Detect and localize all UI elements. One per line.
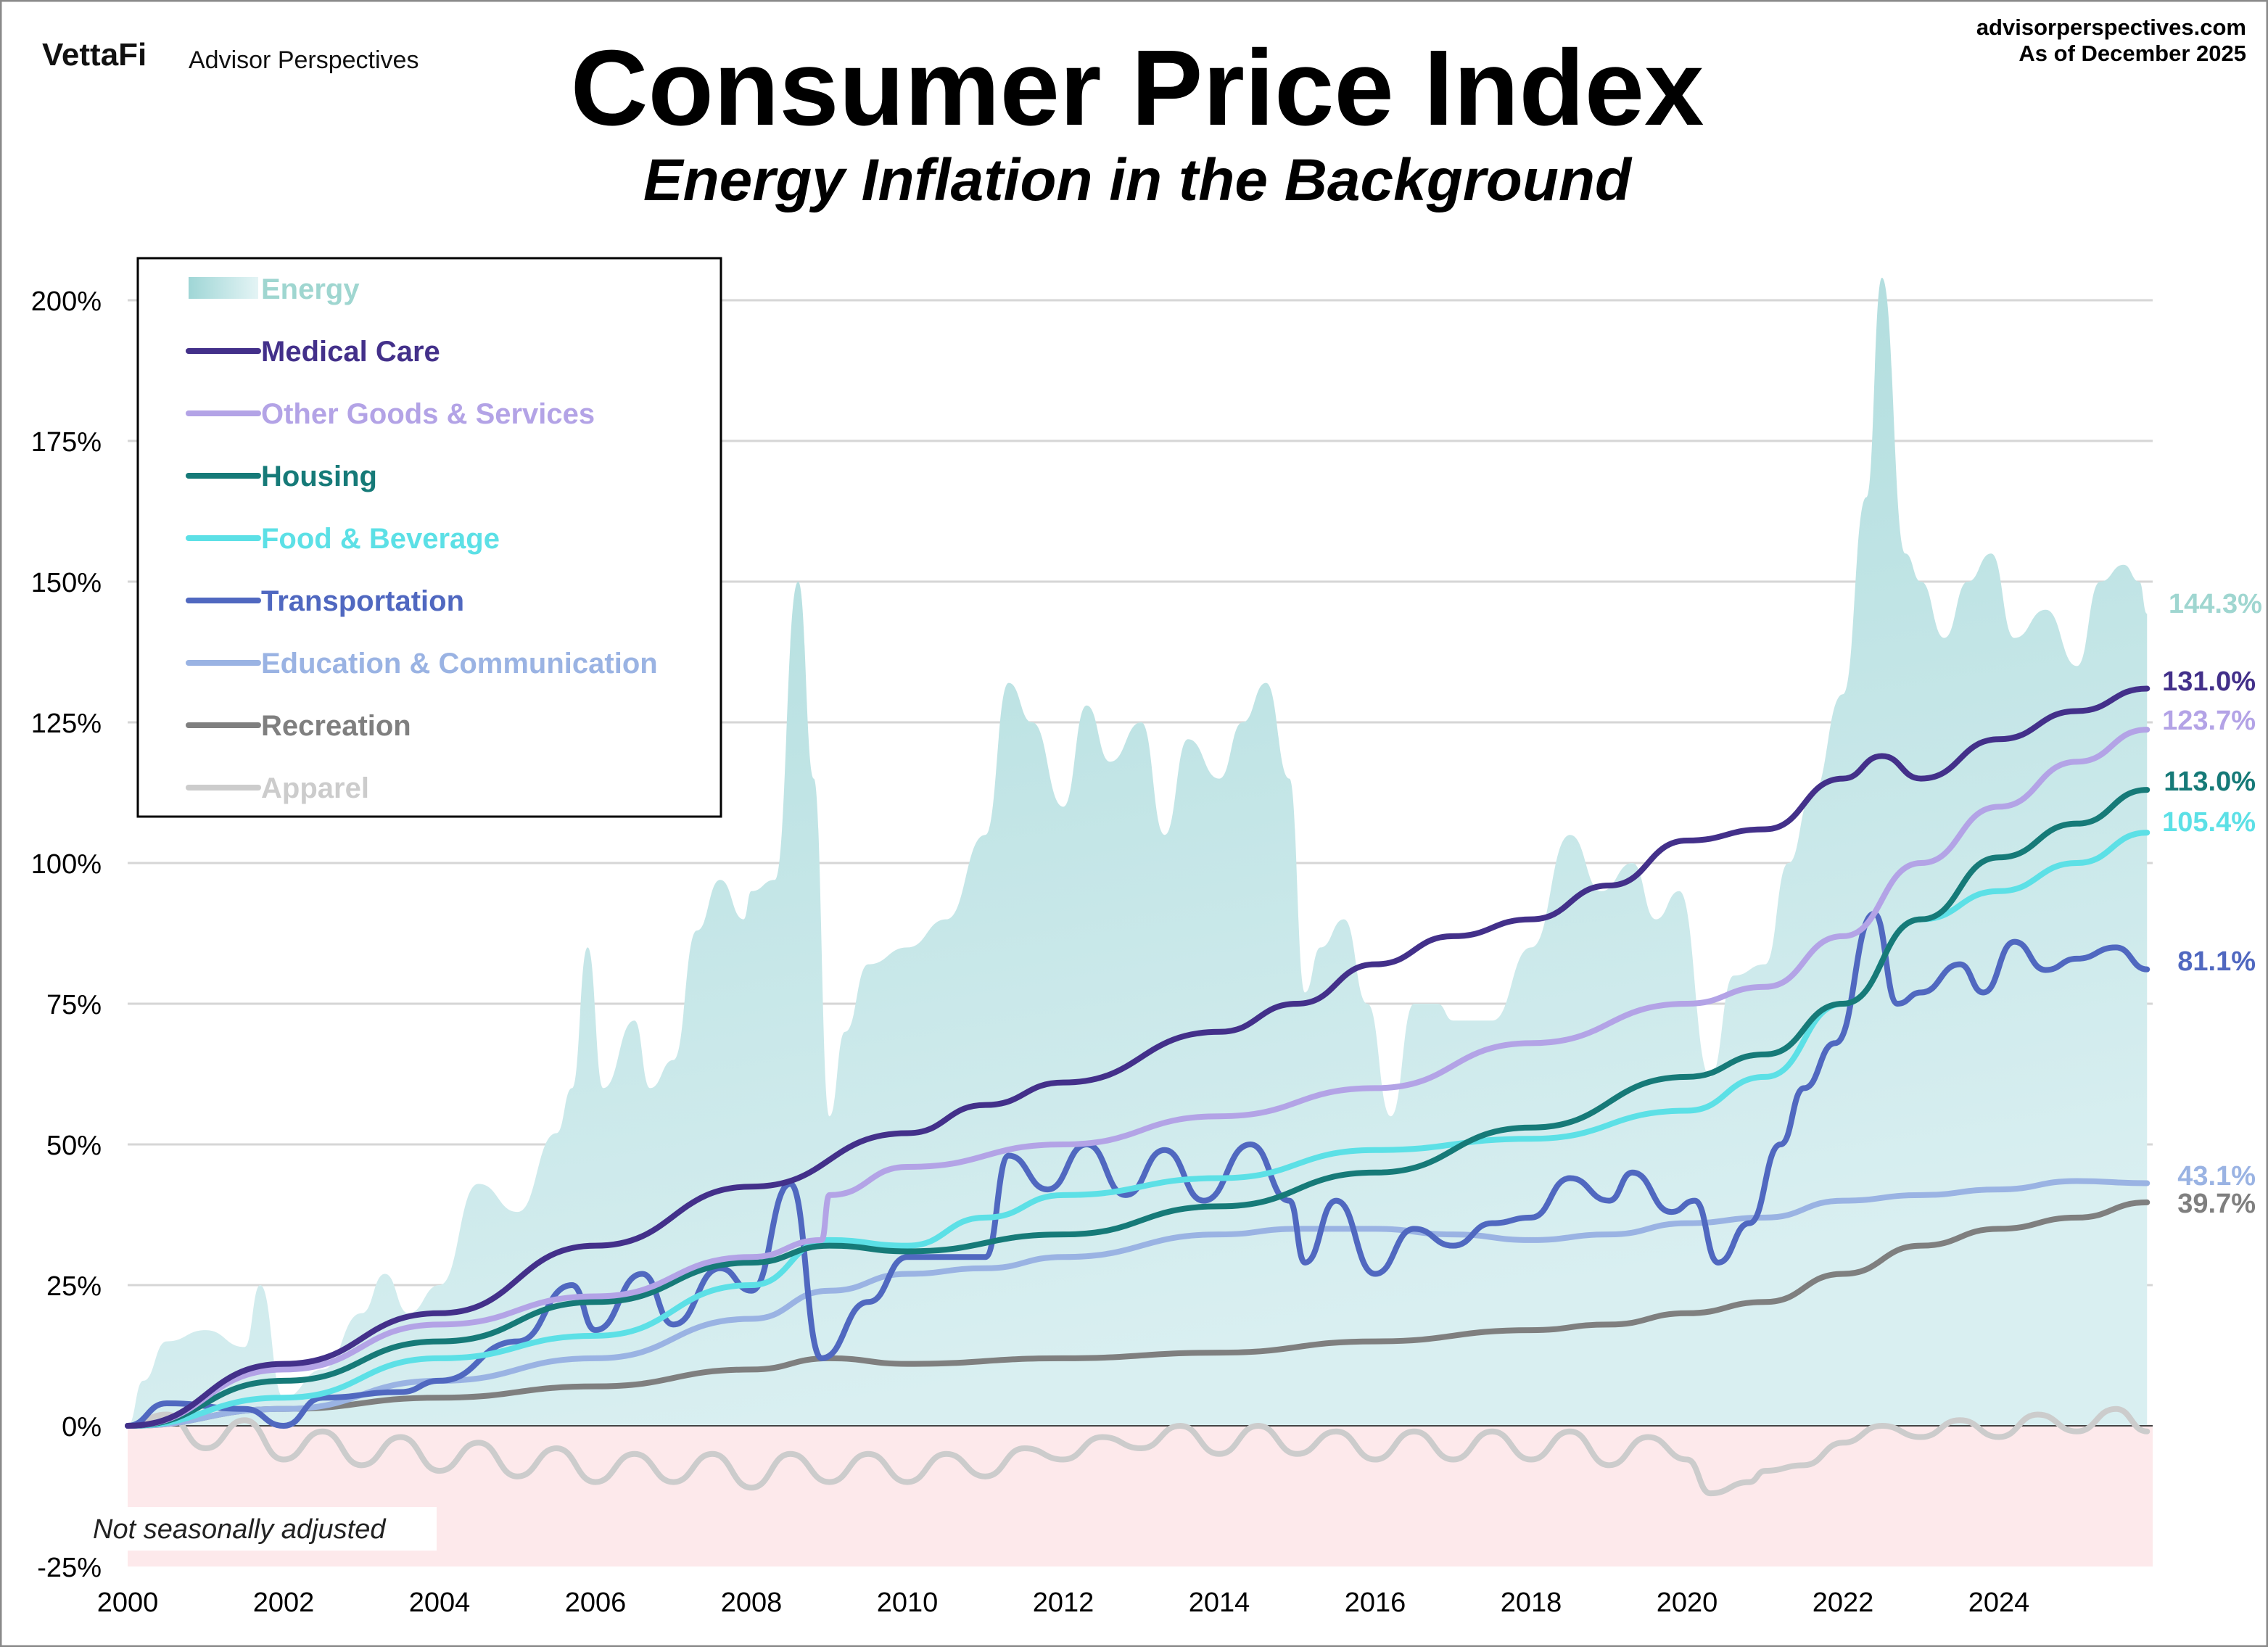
x-tick-label: 2014 bbox=[1189, 1588, 1250, 1618]
legend: Energy Medical Care Other Goods & Services… bbox=[186, 273, 658, 804]
x-tick-label: 2002 bbox=[253, 1588, 315, 1618]
end-label-other-goods-services: 123.7% bbox=[2162, 706, 2256, 736]
legend-label-transportation: Transportation bbox=[261, 585, 464, 617]
line-apparel bbox=[125, 1405, 2151, 1497]
energy-area bbox=[128, 277, 2148, 1427]
x-tick-label: 2012 bbox=[1033, 1588, 1094, 1618]
end-label-recreation: 39.7% bbox=[2177, 1189, 2256, 1219]
line-other-goods-services bbox=[125, 727, 2151, 1429]
x-tick-label: 2008 bbox=[721, 1588, 783, 1618]
line-recreation bbox=[125, 1199, 2151, 1429]
legend-label-other-goods-services: Other Goods & Services bbox=[261, 398, 595, 430]
end-label-food-beverage: 105.4% bbox=[2162, 807, 2256, 838]
legend-label-recreation: Recreation bbox=[261, 710, 411, 742]
line-education-communication bbox=[125, 1178, 2151, 1429]
end-value-labels: 144.3% 131.0% 123.7% 113.0% 105.4% 81.1% 43.1%… bbox=[2162, 589, 2262, 1219]
x-axis-labels: 2000 2002 2004 2006 2008 2010 2012 2014 2016 2018… bbox=[97, 1588, 2030, 1618]
line-medical-care bbox=[125, 685, 2151, 1429]
legend-label-energy: Energy bbox=[261, 273, 360, 305]
y-tick-label: 100% bbox=[31, 849, 102, 880]
x-tick-label: 2004 bbox=[409, 1588, 471, 1618]
y-tick-label: 50% bbox=[46, 1131, 102, 1161]
note-box bbox=[86, 1507, 437, 1551]
y-tick-label: 175% bbox=[31, 427, 102, 458]
page-subtitle: Energy Inflation in the Background bbox=[643, 147, 1633, 213]
end-label-energy: 144.3% bbox=[2169, 589, 2262, 619]
x-tick-label: 2000 bbox=[97, 1588, 159, 1618]
y-axis-labels: -25% 0% 25% 50% 75% 100% 125% 150% 175% 200% bbox=[31, 286, 102, 1583]
legend-label-housing: Housing bbox=[261, 461, 377, 492]
x-tick-label: 2006 bbox=[565, 1588, 627, 1618]
line-transportation bbox=[125, 910, 2151, 1429]
page-title: Consumer Price Index bbox=[571, 28, 1704, 148]
note-not-seasonally-adjusted: Not seasonally adjusted bbox=[93, 1514, 387, 1545]
y-tick-label: 125% bbox=[31, 709, 102, 739]
x-tick-label: 2018 bbox=[1501, 1588, 1562, 1618]
x-tick-label: 2022 bbox=[1813, 1588, 1874, 1618]
end-label-transportation: 81.1% bbox=[2177, 946, 2256, 977]
legend-swatch-energy bbox=[189, 277, 258, 299]
as-of-date: As of December 2025 bbox=[2018, 41, 2246, 66]
x-tick-label: 2020 bbox=[1657, 1588, 1718, 1618]
x-tick-label: 2024 bbox=[1968, 1588, 2030, 1618]
y-tick-label: 0% bbox=[62, 1412, 102, 1442]
end-label-education-communication: 43.1% bbox=[2177, 1161, 2256, 1192]
y-tick-label: 200% bbox=[31, 286, 102, 317]
y-tick-label: 150% bbox=[31, 568, 102, 598]
x-tick-label: 2010 bbox=[877, 1588, 939, 1618]
y-tick-label: 25% bbox=[46, 1271, 102, 1302]
y-tick-label: 75% bbox=[46, 990, 102, 1020]
vettafi-logo: VettaFi bbox=[42, 37, 147, 73]
x-tick-label: 2016 bbox=[1345, 1588, 1406, 1618]
brand-name: Advisor Perspectives bbox=[189, 46, 418, 74]
legend-label-medical-care: Medical Care bbox=[261, 336, 440, 368]
site-url: advisorperspectives.com bbox=[1976, 15, 2246, 40]
legend-label-education-communication: Education & Communication bbox=[261, 648, 658, 680]
series-lines bbox=[125, 685, 2151, 1497]
legend-label-food-beverage: Food & Beverage bbox=[261, 523, 500, 555]
end-label-housing: 113.0% bbox=[2164, 767, 2256, 797]
end-label-medical-care: 131.0% bbox=[2162, 666, 2256, 697]
legend-label-apparel: Apparel bbox=[261, 772, 369, 804]
line-housing bbox=[125, 787, 2151, 1429]
y-tick-label: -25% bbox=[37, 1553, 102, 1583]
